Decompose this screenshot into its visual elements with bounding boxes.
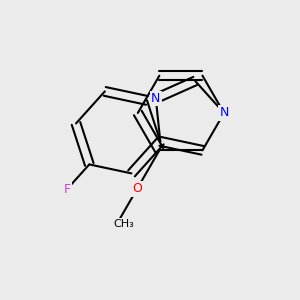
Text: F: F: [63, 183, 70, 196]
Text: N: N: [151, 92, 160, 105]
Text: O: O: [132, 182, 142, 195]
Text: N: N: [219, 106, 229, 119]
Text: CH₃: CH₃: [113, 219, 134, 229]
